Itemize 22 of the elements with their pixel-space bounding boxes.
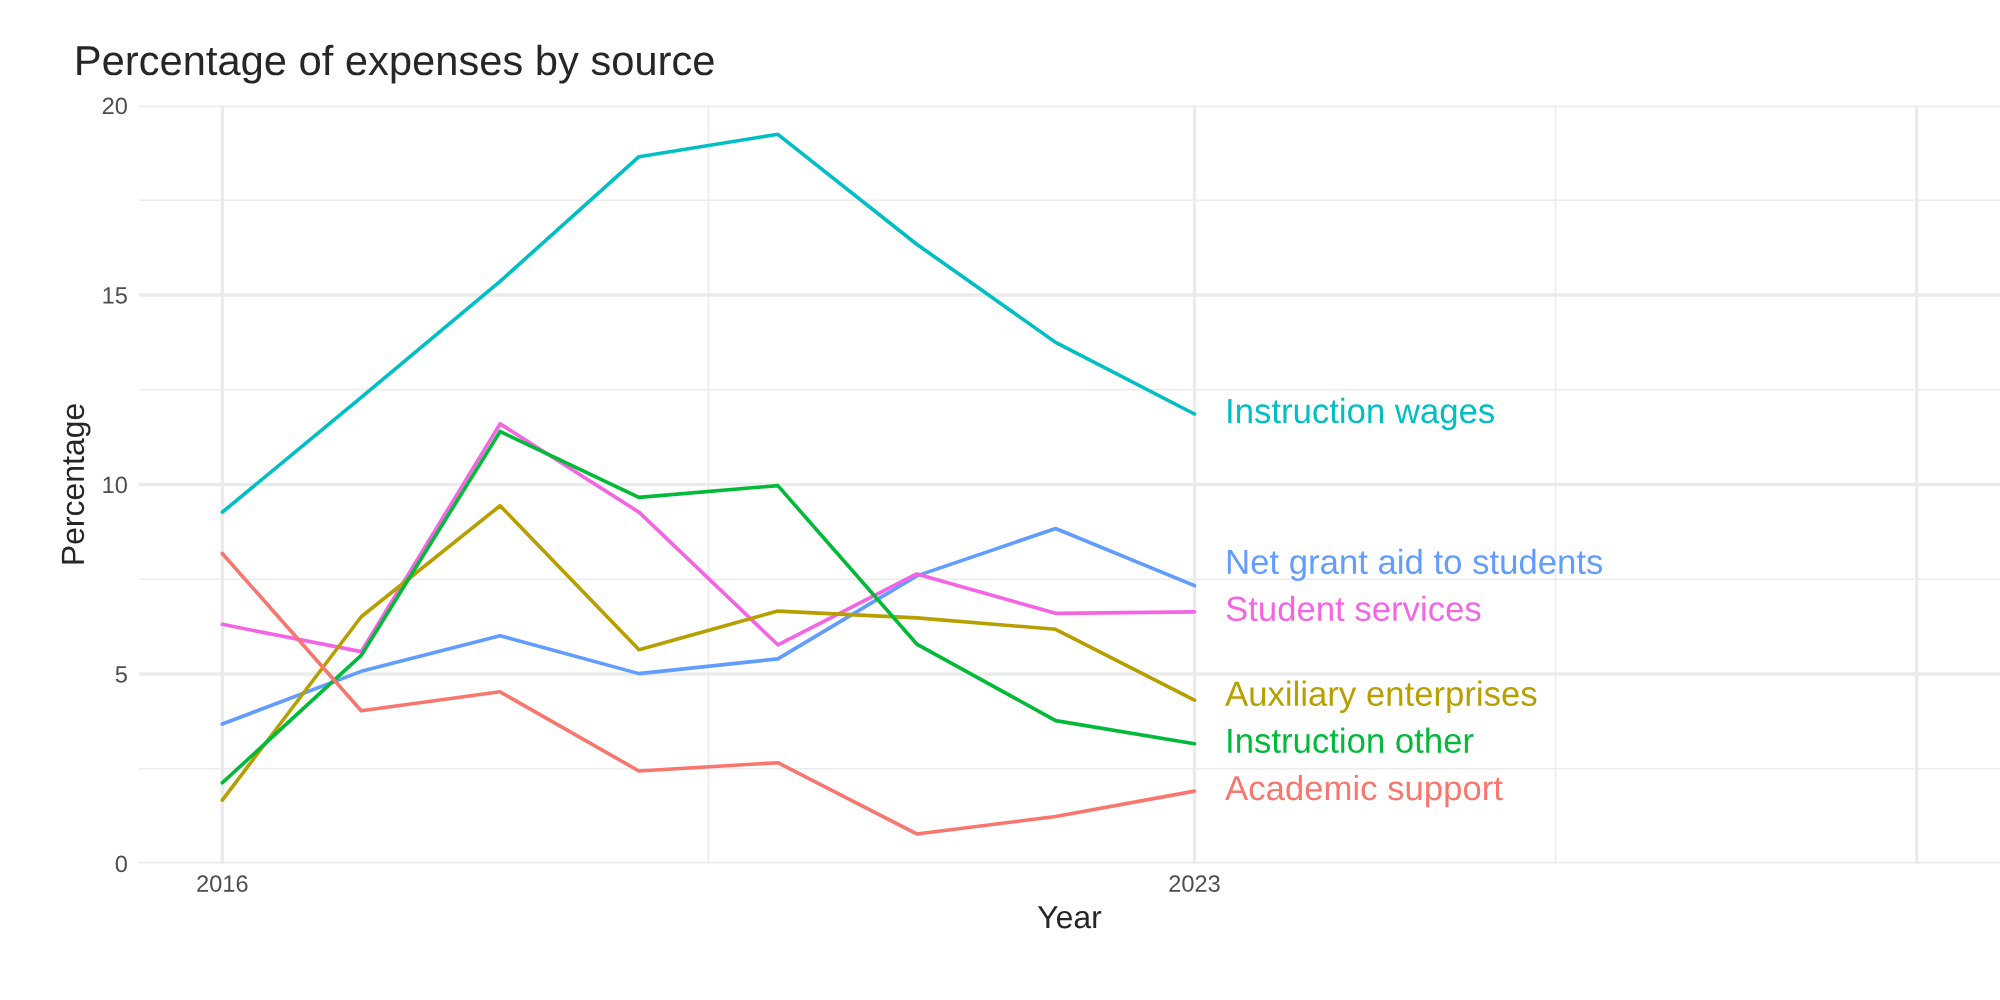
series-label: Instruction other	[1228, 727, 1474, 754]
x-tick-label: 2023	[1169, 875, 1220, 892]
line-series	[220, 503, 1197, 803]
y-tick-label: 10	[103, 476, 127, 494]
y-tick-label: 0	[115, 855, 127, 873]
line-series	[220, 526, 1197, 726]
series-label: Academic support	[1225, 774, 1503, 808]
series-label: Instruction wages	[1228, 397, 1494, 431]
line-series	[220, 422, 1197, 654]
line-series	[220, 132, 1197, 514]
x-axis-title: Year	[1037, 906, 1102, 929]
chart-title: Percentage of expenses by source	[77, 44, 714, 84]
x-tick-label: 2016	[197, 875, 248, 892]
line-series	[220, 551, 1197, 836]
y-tick-label: 15	[103, 287, 127, 304]
y-tick-label: 5	[115, 666, 127, 683]
series-label: Net grant aid to students	[1227, 548, 1603, 582]
y-tick-label: 20	[102, 97, 127, 115]
line-series	[220, 429, 1197, 785]
series-label: Auxiliary enterprises	[1225, 680, 1537, 713]
series-label: Student services	[1226, 595, 1481, 622]
y-axis-title: Percentage	[61, 404, 91, 564]
